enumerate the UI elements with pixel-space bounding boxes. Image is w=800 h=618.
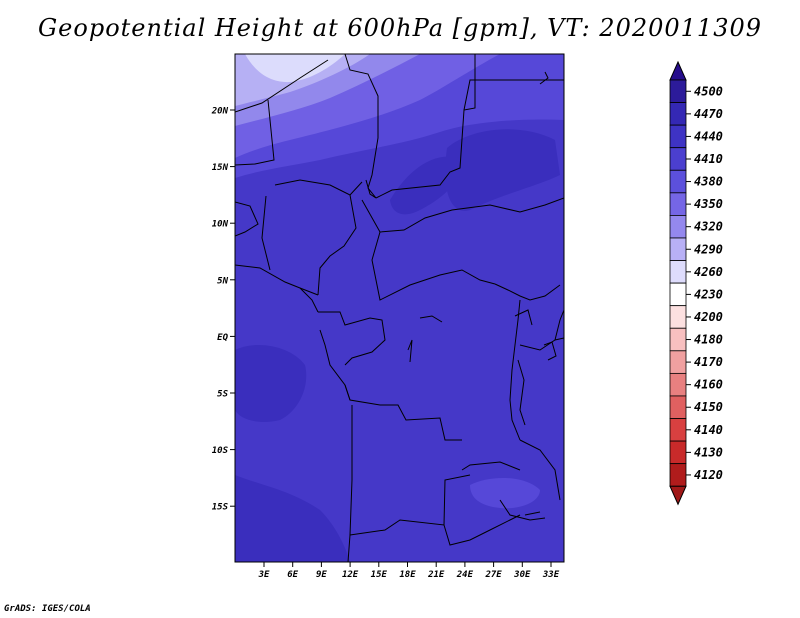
lon-tick-label: 24E	[456, 570, 474, 580]
longitude-axis: 3E 6E 9E 12E 15E 18E 21E 24E 27E 30E 33E	[258, 562, 560, 580]
lat-tick-label: 5N	[217, 276, 228, 286]
colorbar-label: 4160	[694, 378, 723, 392]
lat-tick-label: 15N	[212, 163, 229, 173]
fill-4260	[245, 54, 345, 83]
chart-title: Geopotential Height at 600hPa [gpm], VT:…	[38, 14, 762, 42]
colorbar-label: 4170	[694, 355, 723, 369]
lon-tick-label: 30E	[513, 570, 531, 580]
colorbar-label: 4500	[694, 84, 723, 98]
colorbar-swatch	[669, 192, 687, 216]
colorbar-label: 4440	[694, 129, 723, 143]
lon-tick-label: 21E	[427, 570, 445, 580]
lon-tick-label: 12E	[342, 570, 359, 580]
colorbar-swatch	[669, 440, 687, 465]
lat-tick-label: EQ	[217, 333, 228, 343]
fill-4440-gulf	[235, 345, 307, 422]
fill-4380-south	[470, 478, 540, 509]
lon-tick-label: 6E	[287, 570, 298, 580]
colorbar-swatch	[669, 124, 687, 149]
colorbar-label: 4320	[694, 220, 723, 234]
colorbar-label: 4120	[694, 468, 723, 482]
fill-4440-east	[445, 129, 560, 211]
colorbar-swatch	[669, 215, 687, 239]
latitude-axis: 20N 15N 10N 5N EQ 5S 10S 15S	[211, 107, 235, 513]
lat-tick-label: 10S	[212, 446, 229, 456]
grads-credit: GrADS: IGES/COLA	[4, 604, 91, 614]
colorbar-top-arrow	[669, 60, 687, 81]
colorbar-swatch	[669, 79, 687, 103]
colorbar-swatch	[669, 327, 687, 352]
fill-4440-sahel	[390, 156, 463, 215]
colorbar-swatch	[669, 463, 687, 487]
colorbar-swatch	[669, 102, 687, 126]
colorbar-swatch	[669, 260, 687, 284]
lat-tick-label: 20N	[211, 107, 229, 117]
fill-4440-southwest	[235, 475, 350, 562]
colorbar-label: 4350	[694, 197, 723, 211]
lat-tick-label: 10N	[212, 220, 229, 230]
colorbar-label: 4260	[694, 265, 723, 279]
colorbar-swatch	[669, 237, 687, 261]
colorbar-swatch	[669, 169, 687, 194]
colorbar-swatch	[669, 418, 687, 442]
colorbar-label: 4230	[694, 287, 723, 301]
colorbar-bottom-arrow	[669, 485, 687, 506]
colorbar-label: 4380	[694, 175, 723, 189]
country-borders	[235, 54, 564, 562]
colorbar-swatch	[669, 395, 687, 419]
lat-tick-label: 15S	[212, 503, 229, 513]
colorbar-label: 4180	[694, 333, 723, 347]
colorbar-label: 4140	[694, 423, 723, 437]
lon-tick-label: 9E	[316, 570, 327, 580]
colorbar-label: 4410	[694, 152, 723, 166]
colorbar-label: 4200	[694, 310, 723, 324]
colorbar-swatch	[669, 282, 687, 307]
lon-tick-label: 15E	[371, 570, 388, 580]
lon-tick-label: 33E	[542, 570, 560, 580]
colorbar-swatch	[669, 372, 687, 397]
colorbar-label: 4130	[694, 445, 723, 459]
colorbar-swatch	[669, 147, 687, 171]
colorbar-label: 4150	[694, 400, 723, 414]
colorbar-swatch	[669, 305, 687, 329]
colorbar-swatch	[669, 350, 687, 374]
colorbar-label: 4290	[694, 242, 723, 256]
lon-tick-label: 27E	[484, 570, 502, 580]
map-frame	[234, 53, 565, 563]
colorbar-label: 4470	[694, 107, 723, 121]
colorbar: 4500 4470 4440 4410 4380 4350 4320 4290 4260 4230…	[669, 60, 723, 506]
lon-tick-label: 3E	[258, 570, 270, 580]
lat-tick-label: 5S	[217, 390, 228, 400]
lon-tick-label: 18E	[399, 570, 416, 580]
